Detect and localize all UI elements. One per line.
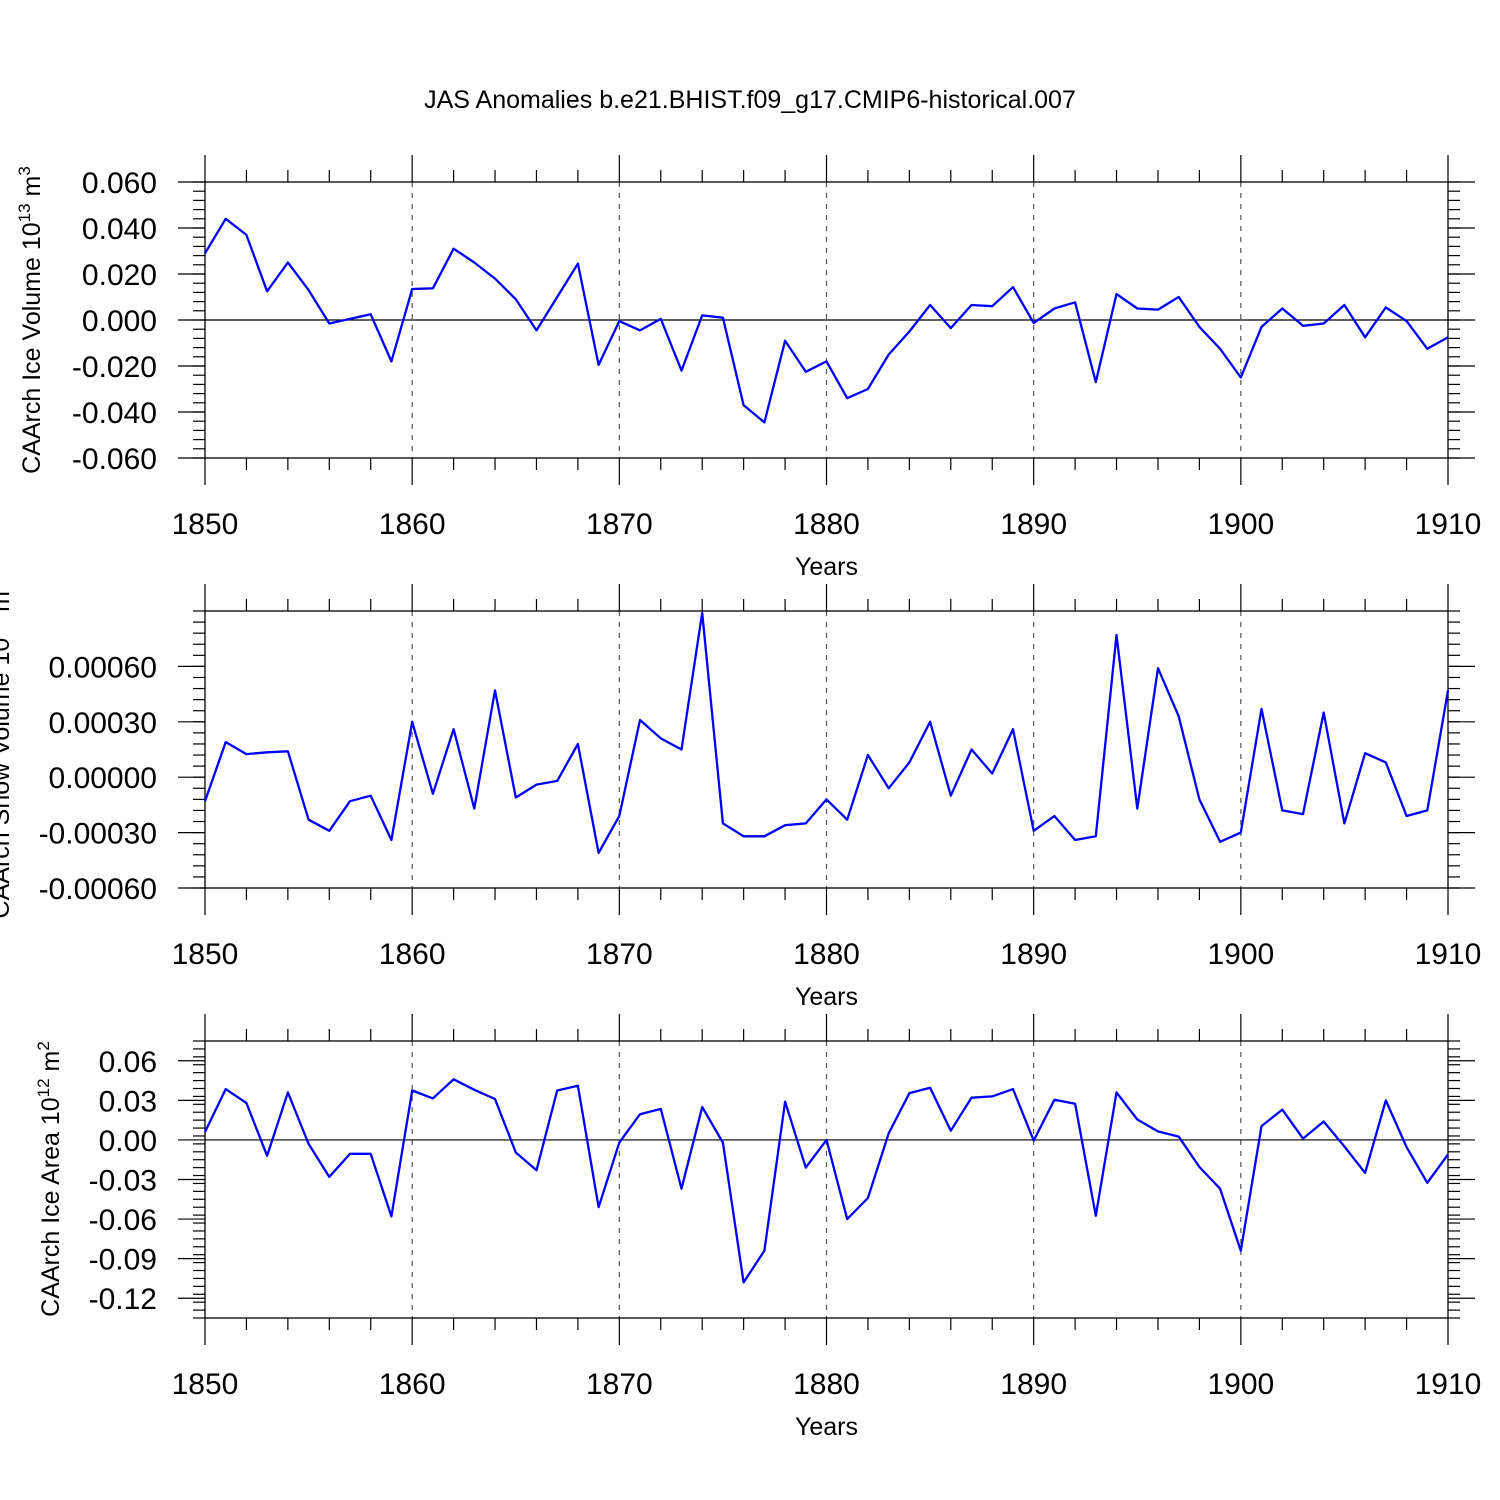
y-tick-label: -0.060 (72, 443, 157, 476)
x-tick-label: 1860 (379, 508, 446, 541)
y-tick-label: -0.06 (89, 1204, 157, 1237)
x-tick-label: 1900 (1207, 1368, 1274, 1401)
x-axis-title: Years (795, 1413, 858, 1441)
x-tick-label: 1910 (1415, 1368, 1482, 1401)
y-tick-label: -0.040 (72, 397, 157, 430)
y-tick-label: -0.020 (72, 351, 157, 384)
x-tick-label: 1910 (1415, 508, 1482, 541)
y-tick-label: 0.000 (82, 305, 157, 338)
y-tick-label: 0.00060 (49, 651, 157, 684)
x-tick-label: 1910 (1415, 938, 1482, 971)
x-tick-label: 1880 (793, 938, 860, 971)
y-tick-label: -0.12 (89, 1283, 157, 1316)
y-tick-label: 0.00000 (49, 762, 157, 795)
x-tick-label: 1880 (793, 1368, 860, 1401)
series-line (203, 1078, 1449, 1284)
y-tick-label: 0.03 (99, 1085, 157, 1118)
y-tick-label: 0.060 (82, 167, 157, 200)
y-axis-title: CAArch Ice Area 1012 m2 (34, 1041, 65, 1317)
y-tick-label: 0.020 (82, 259, 157, 292)
y-tick-label: -0.00030 (39, 818, 157, 851)
x-tick-label: 1850 (172, 1368, 239, 1401)
x-tick-label: 1880 (793, 508, 860, 541)
x-tick-label: 1860 (379, 938, 446, 971)
chart-title: JAS Anomalies b.e21.BHIST.f09_g17.CMIP6-… (424, 86, 1076, 114)
y-tick-label: -0.03 (89, 1165, 157, 1198)
x-tick-label: 1850 (172, 508, 239, 541)
series-line (203, 611, 1450, 855)
y-tick-label: 0.040 (82, 213, 157, 246)
ice-volume-panel: 1850 1860 1870 1880 1890 1900 1910 -0.060 -0.040… (15, 155, 1481, 581)
y-tick-label: 0.06 (99, 1046, 157, 1079)
series-line (204, 217, 1449, 424)
ice-area-panel: 1850 1860 1870 1880 1890 1900 1910 -0.12 -0.09 -0… (34, 1014, 1481, 1441)
x-axis-title: Years (795, 553, 858, 581)
y-tick-label: 0.00030 (49, 707, 157, 740)
y-axis-title: CAArch Ice Volume 1013 m3 (15, 166, 46, 474)
x-tick-label: 1870 (586, 1368, 653, 1401)
y-tick-label: 0.00 (99, 1125, 157, 1158)
y-tick-label: -0.00060 (39, 873, 157, 906)
x-tick-label: 1900 (1207, 508, 1274, 541)
y-tick-label: -0.09 (89, 1244, 157, 1277)
y-axis-title: CAArch Snow Volume 1013 m3 (0, 582, 15, 919)
x-tick-label: 1890 (1000, 508, 1067, 541)
x-tick-label: 1870 (586, 508, 653, 541)
x-tick-label: 1870 (586, 938, 653, 971)
x-tick-label: 1850 (172, 938, 239, 971)
x-tick-label: 1900 (1207, 938, 1274, 971)
x-tick-label: 1890 (1000, 1368, 1067, 1401)
x-tick-label: 1860 (379, 1368, 446, 1401)
x-axis-title: Years (795, 983, 858, 1011)
x-tick-label: 1890 (1000, 938, 1067, 971)
snow-volume-panel: 1850 1860 1870 1880 1890 1900 1910 -0.00060 -0.0… (0, 582, 1481, 1011)
